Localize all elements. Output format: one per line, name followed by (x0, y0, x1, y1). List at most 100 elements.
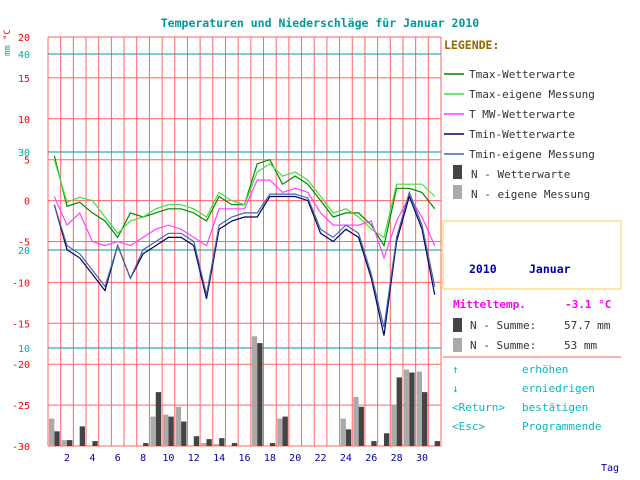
rain-bar-eigene (163, 414, 169, 446)
rain-bar-ww (54, 431, 60, 446)
temp-tick-label: 20 (18, 33, 30, 44)
series-line-tmw_ww (53, 179, 436, 260)
legend-panel: LEGENDE: Tmax-Wetterwarte Tmax-eigene Mess… (444, 38, 595, 201)
stats-nsum-eig-label: N - Summe: (470, 339, 536, 352)
x-tick-label: 22 (315, 453, 327, 464)
temp-tick-label: 15 (18, 74, 30, 85)
x-tick-label: 30 (416, 453, 428, 464)
legend-item-label: N - eigene Messung (471, 188, 590, 201)
rain-bar-ww (79, 426, 86, 446)
period-panel (442, 220, 622, 290)
temp-tick-label: 5 (24, 156, 30, 167)
rain-bar-ww (409, 372, 415, 446)
temp-tick-label: 10 (18, 115, 30, 126)
x-tick-label: 2 (64, 453, 70, 464)
rain-tick-label: 10 (18, 344, 30, 355)
temperature-lines (53, 155, 436, 336)
rain-tick-label: 40 (18, 50, 30, 61)
rain-bar-ww (168, 416, 174, 446)
rain-bar-ww (193, 436, 200, 446)
rain-bar-eigene (353, 397, 359, 446)
x-tick-label: 12 (188, 453, 200, 464)
stats-swatch-ww (453, 318, 462, 332)
rain-bar-eigene (150, 416, 156, 446)
legend-item-label: T MW-Wetterwarte (469, 108, 575, 121)
key-action: erhöhen (522, 363, 568, 376)
legend-item-label: Tmin-Wetterwarte (469, 128, 575, 141)
rain-bar-ww (143, 443, 149, 446)
chart-title: Temperaturen und Niederschläge für Janua… (161, 16, 480, 30)
series-line-tmin_eig (53, 190, 436, 328)
rain-bar-eigene (416, 371, 422, 446)
unit-mm-label: mm (3, 45, 13, 56)
key-name: <Esc> (452, 420, 485, 433)
x-tick-label: 26 (365, 453, 377, 464)
stats-nsum-ww-value: 57.7 mm (564, 319, 611, 332)
rain-bar-eigene (61, 440, 68, 446)
x-tick-label: 28 (391, 453, 403, 464)
x-tick-label: 4 (89, 453, 95, 464)
legend-title: LEGENDE: (444, 38, 499, 52)
rain-bar-ww (92, 441, 98, 446)
period-month: Januar (529, 262, 571, 276)
rain-bar-ww (257, 343, 263, 446)
rain-bar-ww (219, 438, 225, 446)
axis-labels: mm °C Tag (3, 29, 619, 474)
rain-bar-ww (345, 429, 352, 446)
rain-tick-label: 20 (18, 246, 30, 257)
rain-bar-ww (371, 441, 377, 446)
rain-bars (49, 336, 440, 446)
x-axis-unit-label: Tag (601, 463, 619, 474)
rain-bar-eigene (201, 443, 207, 446)
rain-bar-eigene (391, 404, 397, 446)
rain-bar-ww (231, 443, 238, 446)
temp-tick-label: -15 (12, 319, 30, 330)
x-tick-label: 24 (340, 453, 352, 464)
key-action: Programmende (522, 420, 601, 433)
legend-item-label: Tmax-Wetterwarte (469, 68, 575, 81)
legend-item-label: N - Wetterwarte (471, 168, 570, 181)
rain-bar-eigene (340, 418, 346, 446)
temp-tick-label: -5 (18, 238, 30, 249)
rain-bar-eigene (175, 406, 182, 446)
temp-tick-label: 0 (24, 197, 30, 208)
keys-panel: ↑ erhöhen ↓ erniedrigen <Return> bestätigen <E… (452, 363, 601, 433)
legend-item-label: Tmax-eigene Messung (469, 88, 595, 101)
x-tick-label: 8 (140, 453, 146, 464)
stats-nsum-ww-label: N - Summe: (470, 319, 536, 332)
temp-tick-label: -10 (12, 278, 30, 289)
rain-bar-ww (383, 433, 390, 446)
period-year: 2010 (469, 262, 497, 276)
x-tick-label: 20 (289, 453, 301, 464)
stats-mittel-label: Mitteltemp. (453, 298, 526, 311)
key-name: <Return> (452, 401, 505, 414)
rain-bar-ww (358, 406, 364, 446)
rain-bar-ww (181, 421, 187, 446)
x-tick-label: 18 (264, 453, 276, 464)
key-name: ↓ (452, 382, 459, 395)
temp-tick-label: -30 (12, 442, 30, 453)
rain-bar-eigene (49, 418, 55, 446)
x-tick-label: 16 (238, 453, 250, 464)
key-action: bestätigen (522, 401, 588, 414)
legend-item-label: Tmin-eigene Messung (469, 148, 595, 161)
rain-bar-ww (434, 441, 440, 446)
series-line-tmax_eig (53, 159, 436, 239)
stats-mittel-value: -3.1 °C (565, 298, 611, 311)
unit-degc-label: °C (3, 29, 13, 40)
rain-bar-ww (155, 392, 162, 446)
key-name: ↑ (452, 363, 459, 376)
temp-tick-label: -25 (12, 401, 30, 412)
rain-bar-ww (67, 440, 73, 446)
x-tick-label: 6 (115, 453, 121, 464)
rain-bar-ww (421, 392, 428, 446)
rain-bar-ww (206, 439, 212, 446)
rain-bar-ww (396, 377, 402, 446)
rain-bar-ww (269, 443, 276, 446)
stats-nsum-eig-value: 53 mm (564, 339, 597, 352)
stats-swatch-eig (453, 338, 462, 352)
legend-swatch (453, 185, 462, 199)
temp-tick-label: -20 (12, 360, 30, 371)
rain-bar-eigene (251, 336, 258, 446)
